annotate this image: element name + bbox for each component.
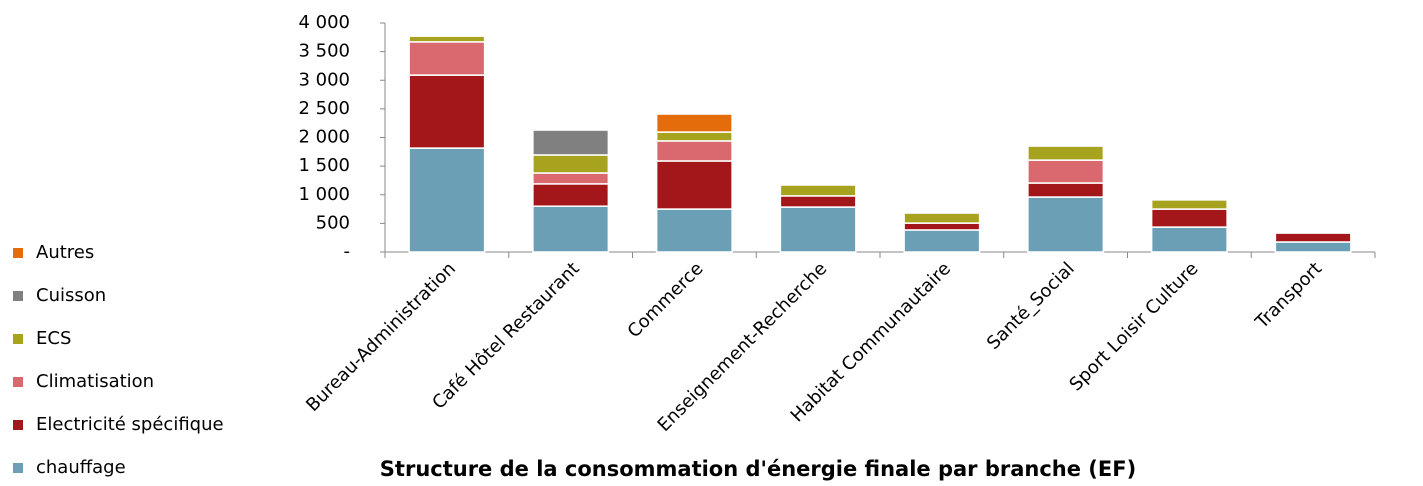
bar-segment [532, 172, 610, 185]
legend-label: Autres [36, 242, 94, 263]
y-tick-label: 4 000 [298, 12, 350, 33]
legend-swatch [13, 463, 23, 473]
bar-segment [408, 35, 486, 43]
bar-segment [532, 183, 610, 207]
bar-segment [655, 208, 733, 253]
y-tick-label: 2 500 [298, 98, 350, 119]
y-tick-label: 1 500 [298, 155, 350, 176]
legend-swatch [13, 334, 23, 344]
y-tick-label: 2 000 [298, 127, 350, 148]
bar-segment [532, 154, 610, 174]
x-tick-label: Café Hôtel Restaurant [428, 258, 583, 413]
bar-segment [532, 205, 610, 253]
bar-segment [408, 41, 486, 76]
bar-segment [655, 113, 733, 133]
bar-segment [1274, 241, 1352, 253]
x-tick-label: Transport [1251, 258, 1326, 333]
bar-segment [655, 140, 733, 162]
bar-segment [1150, 199, 1228, 210]
bar-segment [903, 222, 981, 231]
legend-label: Climatisation [36, 371, 154, 392]
y-tick-label: 1 000 [298, 184, 350, 205]
x-tick-label: Commerce [624, 258, 708, 342]
legend-label: Electricité spécifique [36, 414, 224, 435]
y-tick-label: 500 [316, 212, 350, 233]
x-tick-label: Sport Loisir Culture [1065, 258, 1202, 395]
legend-swatch [13, 420, 23, 430]
bar-segment [779, 206, 857, 253]
y-tick-label: - [344, 241, 351, 262]
legend-label: chauffage [36, 457, 126, 478]
chart-title: Structure de la consommation d'énergie f… [380, 457, 1136, 481]
legend-label: ECS [36, 328, 71, 349]
legend-swatch [13, 291, 23, 301]
legend-swatch [13, 377, 23, 387]
bar-segment [779, 195, 857, 208]
bar-segment [408, 147, 486, 253]
bar-segment [1027, 182, 1105, 198]
x-tick-label: Santé_Social [983, 258, 1079, 354]
bar-segment [1027, 196, 1105, 253]
bar-segment [655, 131, 733, 142]
bar-segment [408, 74, 486, 149]
bar-segment [532, 129, 610, 156]
bar-segment [1027, 145, 1105, 161]
y-tick-label: 3 500 [298, 41, 350, 62]
y-tick-label: 3 000 [298, 69, 350, 90]
bar-segment [1150, 208, 1228, 228]
bar-segment [903, 212, 981, 224]
bar-segment [1150, 226, 1228, 253]
bar-segment [1274, 232, 1352, 243]
legend-label: Cuisson [36, 285, 106, 306]
bar-segment [779, 184, 857, 197]
bar-segment [655, 160, 733, 210]
bar-segment [1027, 159, 1105, 184]
legend-swatch [13, 248, 23, 258]
bar-segment [903, 229, 981, 253]
